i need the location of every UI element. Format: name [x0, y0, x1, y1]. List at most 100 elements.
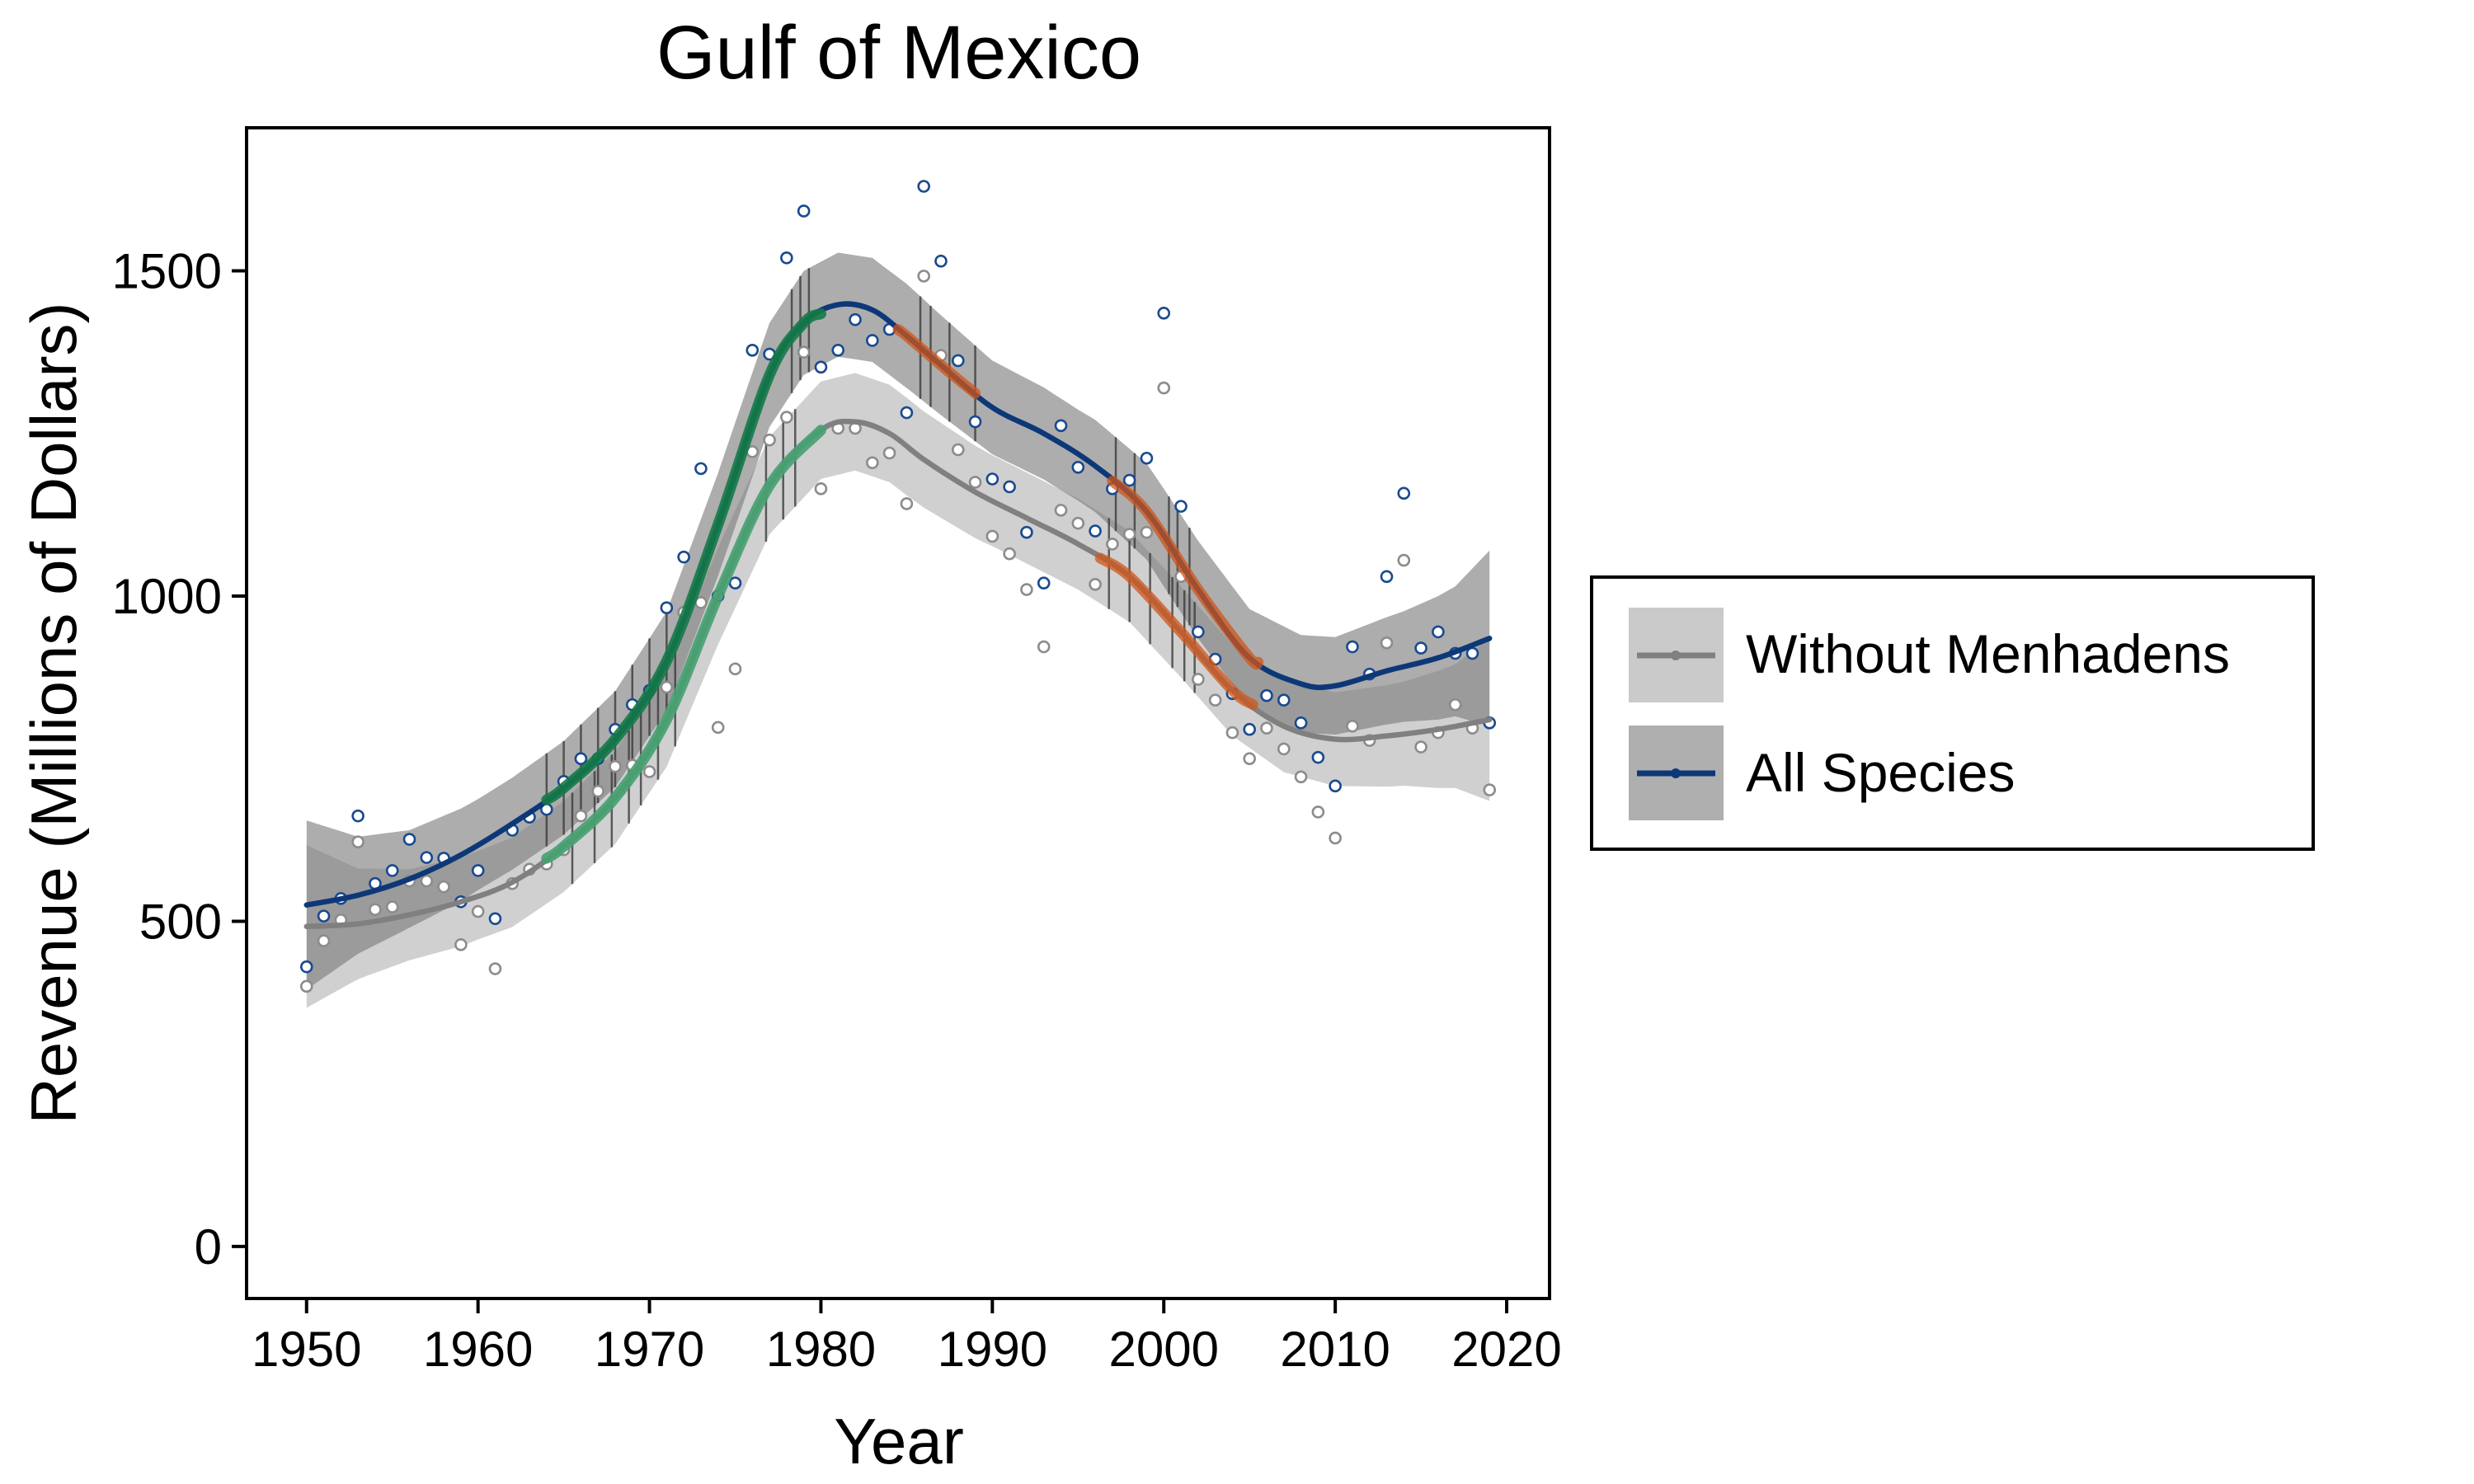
- data-point-all-species: [299, 960, 313, 974]
- x-axis-label: Year: [834, 1405, 964, 1477]
- data-point-all-species: [1465, 646, 1479, 660]
- data-point-without-menhadens: [1037, 640, 1051, 654]
- data-point-all-species: [1397, 486, 1411, 500]
- data-point-all-species: [745, 343, 760, 357]
- data-point-without-menhadens: [420, 874, 434, 888]
- data-point-all-species: [1140, 451, 1154, 465]
- data-point-without-menhadens: [1089, 577, 1102, 591]
- data-point-all-species: [385, 864, 399, 877]
- data-point-all-species: [420, 851, 434, 864]
- increase-segment-all-species: [541, 308, 826, 805]
- confidence-band-without-menhadens: [306, 373, 1490, 1008]
- data-point-all-species: [814, 360, 828, 374]
- data-point-all-species: [831, 343, 845, 357]
- confidence-band-all-species: [306, 252, 1490, 990]
- data-point-all-species: [1311, 750, 1325, 764]
- legend: Without Menhadens All Species: [1590, 575, 2315, 851]
- plot-frame: [245, 126, 1551, 1300]
- data-point-without-menhadens: [574, 809, 588, 823]
- data-point-without-menhadens: [299, 979, 313, 993]
- decrease-segment-without-menhadens: [1094, 552, 1258, 711]
- data-point-without-menhadens: [866, 456, 879, 470]
- data-point-without-menhadens: [1054, 504, 1068, 517]
- x-tick-label: 2020: [1451, 1322, 1561, 1377]
- data-point-without-menhadens: [711, 721, 725, 735]
- trend-line-all-species: [303, 301, 1493, 908]
- data-point-all-species: [1020, 525, 1033, 539]
- y-tick-label: 500: [139, 894, 222, 949]
- data-point-all-species: [1346, 640, 1359, 654]
- data-point-all-species: [351, 809, 365, 823]
- y-tick-label: 1000: [112, 569, 222, 624]
- data-point-all-species: [1054, 419, 1068, 433]
- data-point-all-species: [471, 864, 485, 877]
- data-point-without-menhadens: [797, 345, 811, 359]
- x-tick-label: 1980: [766, 1322, 876, 1377]
- increase-segment-without-menhadens: [541, 425, 826, 864]
- data-point-all-species: [1089, 524, 1102, 538]
- data-point-without-menhadens: [814, 482, 828, 495]
- data-point-without-menhadens: [369, 903, 382, 917]
- y-axis-label: Revenue (Millions of Dollars): [17, 302, 90, 1124]
- data-point-without-menhadens: [1277, 742, 1291, 756]
- x-tick-label: 1960: [423, 1322, 533, 1377]
- y-tick-label: 1500: [112, 244, 222, 299]
- data-point-all-species: [1174, 500, 1188, 513]
- data-point-all-species: [694, 462, 708, 476]
- data-point-without-menhadens: [1483, 783, 1497, 796]
- data-point-all-species: [1122, 473, 1136, 487]
- legend-point-without-menhadens: [1671, 650, 1681, 660]
- data-point-without-menhadens: [471, 904, 485, 918]
- y-axis: 0 500 1000 1500: [112, 244, 247, 1275]
- data-point-without-menhadens: [1020, 583, 1033, 596]
- data-point-without-menhadens: [951, 443, 965, 457]
- data-point-all-species: [934, 254, 948, 268]
- data-point-without-menhadens: [351, 835, 365, 849]
- data-point-all-species: [917, 180, 930, 193]
- data-point-all-species: [1157, 307, 1171, 320]
- data-point-without-menhadens: [1225, 726, 1239, 740]
- data-point-without-menhadens: [609, 759, 622, 773]
- data-point-without-menhadens: [882, 446, 896, 460]
- plot-area: [299, 180, 1497, 1008]
- data-point-without-menhadens: [1106, 538, 1119, 551]
- data-point-without-menhadens: [1208, 693, 1222, 707]
- data-point-all-species: [849, 312, 862, 326]
- data-point-all-species: [797, 204, 811, 218]
- data-point-without-menhadens: [1157, 381, 1171, 395]
- data-point-all-species: [1432, 625, 1445, 639]
- data-point-all-species: [985, 472, 999, 486]
- data-point-without-menhadens: [900, 497, 914, 510]
- legend-label-without-menhadens: Without Menhadens: [1746, 623, 2230, 684]
- data-point-all-species: [866, 334, 879, 347]
- x-tick-label: 2000: [1108, 1322, 1218, 1377]
- data-point-without-menhadens: [317, 934, 331, 947]
- data-point-all-species: [900, 406, 914, 420]
- data-point-without-menhadens: [1003, 547, 1016, 561]
- data-point-without-menhadens: [1448, 697, 1462, 711]
- data-point-without-menhadens: [1243, 752, 1256, 766]
- data-point-without-menhadens: [1329, 831, 1342, 845]
- data-point-all-species: [1414, 641, 1427, 655]
- data-point-all-species: [1380, 570, 1394, 584]
- decrease-segment-all-species: [892, 324, 981, 399]
- data-point-without-menhadens: [1260, 721, 1273, 735]
- data-point-without-menhadens: [660, 680, 674, 694]
- data-point-all-species: [1071, 460, 1085, 474]
- data-point-without-menhadens: [591, 784, 604, 798]
- data-point-without-menhadens: [763, 433, 776, 447]
- data-point-all-species: [1003, 480, 1016, 494]
- data-point-all-species: [574, 752, 588, 766]
- x-tick-label: 2010: [1280, 1322, 1390, 1377]
- data-point-all-species: [1260, 688, 1273, 702]
- trend-line-without-menhadens: [303, 418, 1493, 930]
- x-tick-label: 1990: [938, 1322, 1047, 1377]
- data-point-without-menhadens: [728, 662, 742, 676]
- data-point-without-menhadens: [1311, 805, 1325, 819]
- x-tick-label: 1970: [595, 1322, 704, 1377]
- x-tick-label: 1950: [252, 1322, 361, 1377]
- data-point-without-menhadens: [1294, 770, 1308, 784]
- data-point-without-menhadens: [985, 529, 999, 543]
- legend-label-all-species: All Species: [1746, 742, 2015, 803]
